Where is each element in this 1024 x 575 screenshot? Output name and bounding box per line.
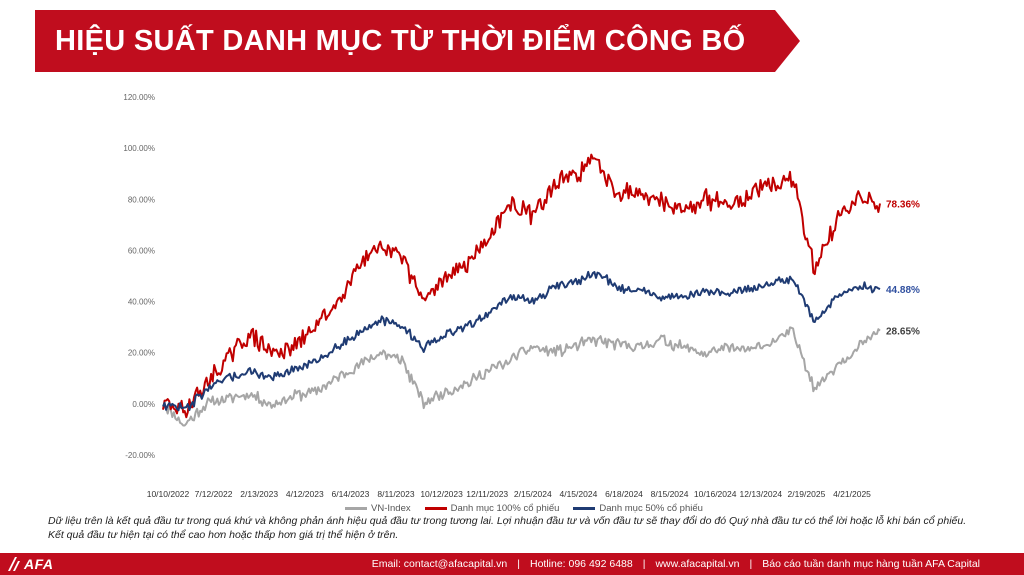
performance-chart: 120.00% 100.00% 80.00% 60.00% 40.00% 20.00% 0.… [123,93,920,499]
legend-item-vn-index: VN-Index [345,503,411,514]
disclaimer-line-1: Dữ liệu trên là kết quả đầu tư trong quá… [48,515,967,527]
legend-label: Danh mục 100% cổ phiếu [450,503,560,514]
x-tick-label: 12/11/2023 [466,489,508,499]
x-tick-label: 2/15/2024 [514,489,552,499]
x-tick-label: 8/11/2023 [377,489,414,499]
legend-label: VN-Index [371,503,411,514]
x-tick-label: 4/12/2023 [286,489,324,499]
footer-separator: | [517,558,520,570]
y-tick-label: 0.00% [132,400,155,409]
series-line-portfolio-50 [162,270,881,412]
disclaimer: Dữ liệu trên là kết quả đầu tư trong quá… [48,514,998,542]
series-end-label: 78.36% [886,199,920,210]
x-tick-label: 6/14/2023 [331,489,369,499]
logo-mark-icon [8,557,20,571]
x-tick-label: 10/12/2023 [420,489,463,499]
legend-label: Danh mục 50% cổ phiếu [599,503,703,514]
x-tick-label: 2/13/2023 [240,489,278,499]
footer-email[interactable]: Email: contact@afacapital.vn [371,558,508,570]
logo-text: AFA [24,556,54,572]
y-tick-label: 40.00% [128,298,155,307]
x-tick-label: 4/15/2024 [559,489,597,499]
x-tick-label: 12/13/2024 [740,489,783,499]
y-tick-label: -20.00% [125,451,155,460]
disclaimer-line-2: Kết quả đầu tư hiện tại có thể cao hơn h… [48,529,399,541]
afa-logo: AFA [6,555,54,573]
series-line-portfolio-100 [162,153,881,419]
footer-bar: AFA Email: contact@afacapital.vn | Hotli… [0,553,1024,575]
x-tick-label: 4/21/2025 [833,489,871,499]
x-tick-label: 10/10/2022 [147,489,190,499]
footer-report: Báo cáo tuần danh mục hàng tuần AFA Capi… [762,558,980,570]
footer-separator: | [749,558,753,570]
x-tick-label: 2/19/2025 [787,489,825,499]
legend-swatch [345,507,367,510]
y-tick-label: 100.00% [123,144,155,153]
series-end-label: 44.88% [886,285,920,296]
y-tick-label: 80.00% [128,195,155,204]
page-title: HIỆU SUẤT DANH MỤC TỪ THỜI ĐIỂM CÔNG BỐ [55,25,746,57]
series-line-vn-index [162,326,881,427]
footer-separator: | [642,558,646,570]
legend-swatch [573,507,596,510]
x-tick-label: 7/12/2022 [195,489,233,499]
x-tick-label: 10/16/2024 [694,489,737,499]
legend-item-portfolio-100: Danh mục 100% cổ phiếu [424,503,560,514]
legend-swatch [424,507,447,510]
footer-website[interactable]: www.afacapital.vn [655,558,740,570]
legend-item-portfolio-50: Danh mục 50% cổ phiếu [573,503,703,514]
y-tick-label: 20.00% [128,349,155,358]
title-banner: HIỆU SUẤT DANH MỤC TỪ THỜI ĐIỂM CÔNG BỐ [35,10,800,72]
series-end-label: 28.65% [886,327,920,338]
footer-contact-bar: Email: contact@afacapital.vn | Hotline: … [372,553,980,575]
footer-hotline[interactable]: Hotline: 096 492 6488 [529,558,633,570]
chart-legend: VN-Index Danh mục 100% cổ phiếu Danh mục… [345,503,703,514]
y-tick-label: 120.00% [123,93,155,102]
banner-shape [35,10,800,72]
x-tick-label: 8/15/2024 [651,489,689,499]
y-tick-label: 60.00% [128,246,155,255]
x-tick-label: 6/18/2024 [605,489,643,499]
